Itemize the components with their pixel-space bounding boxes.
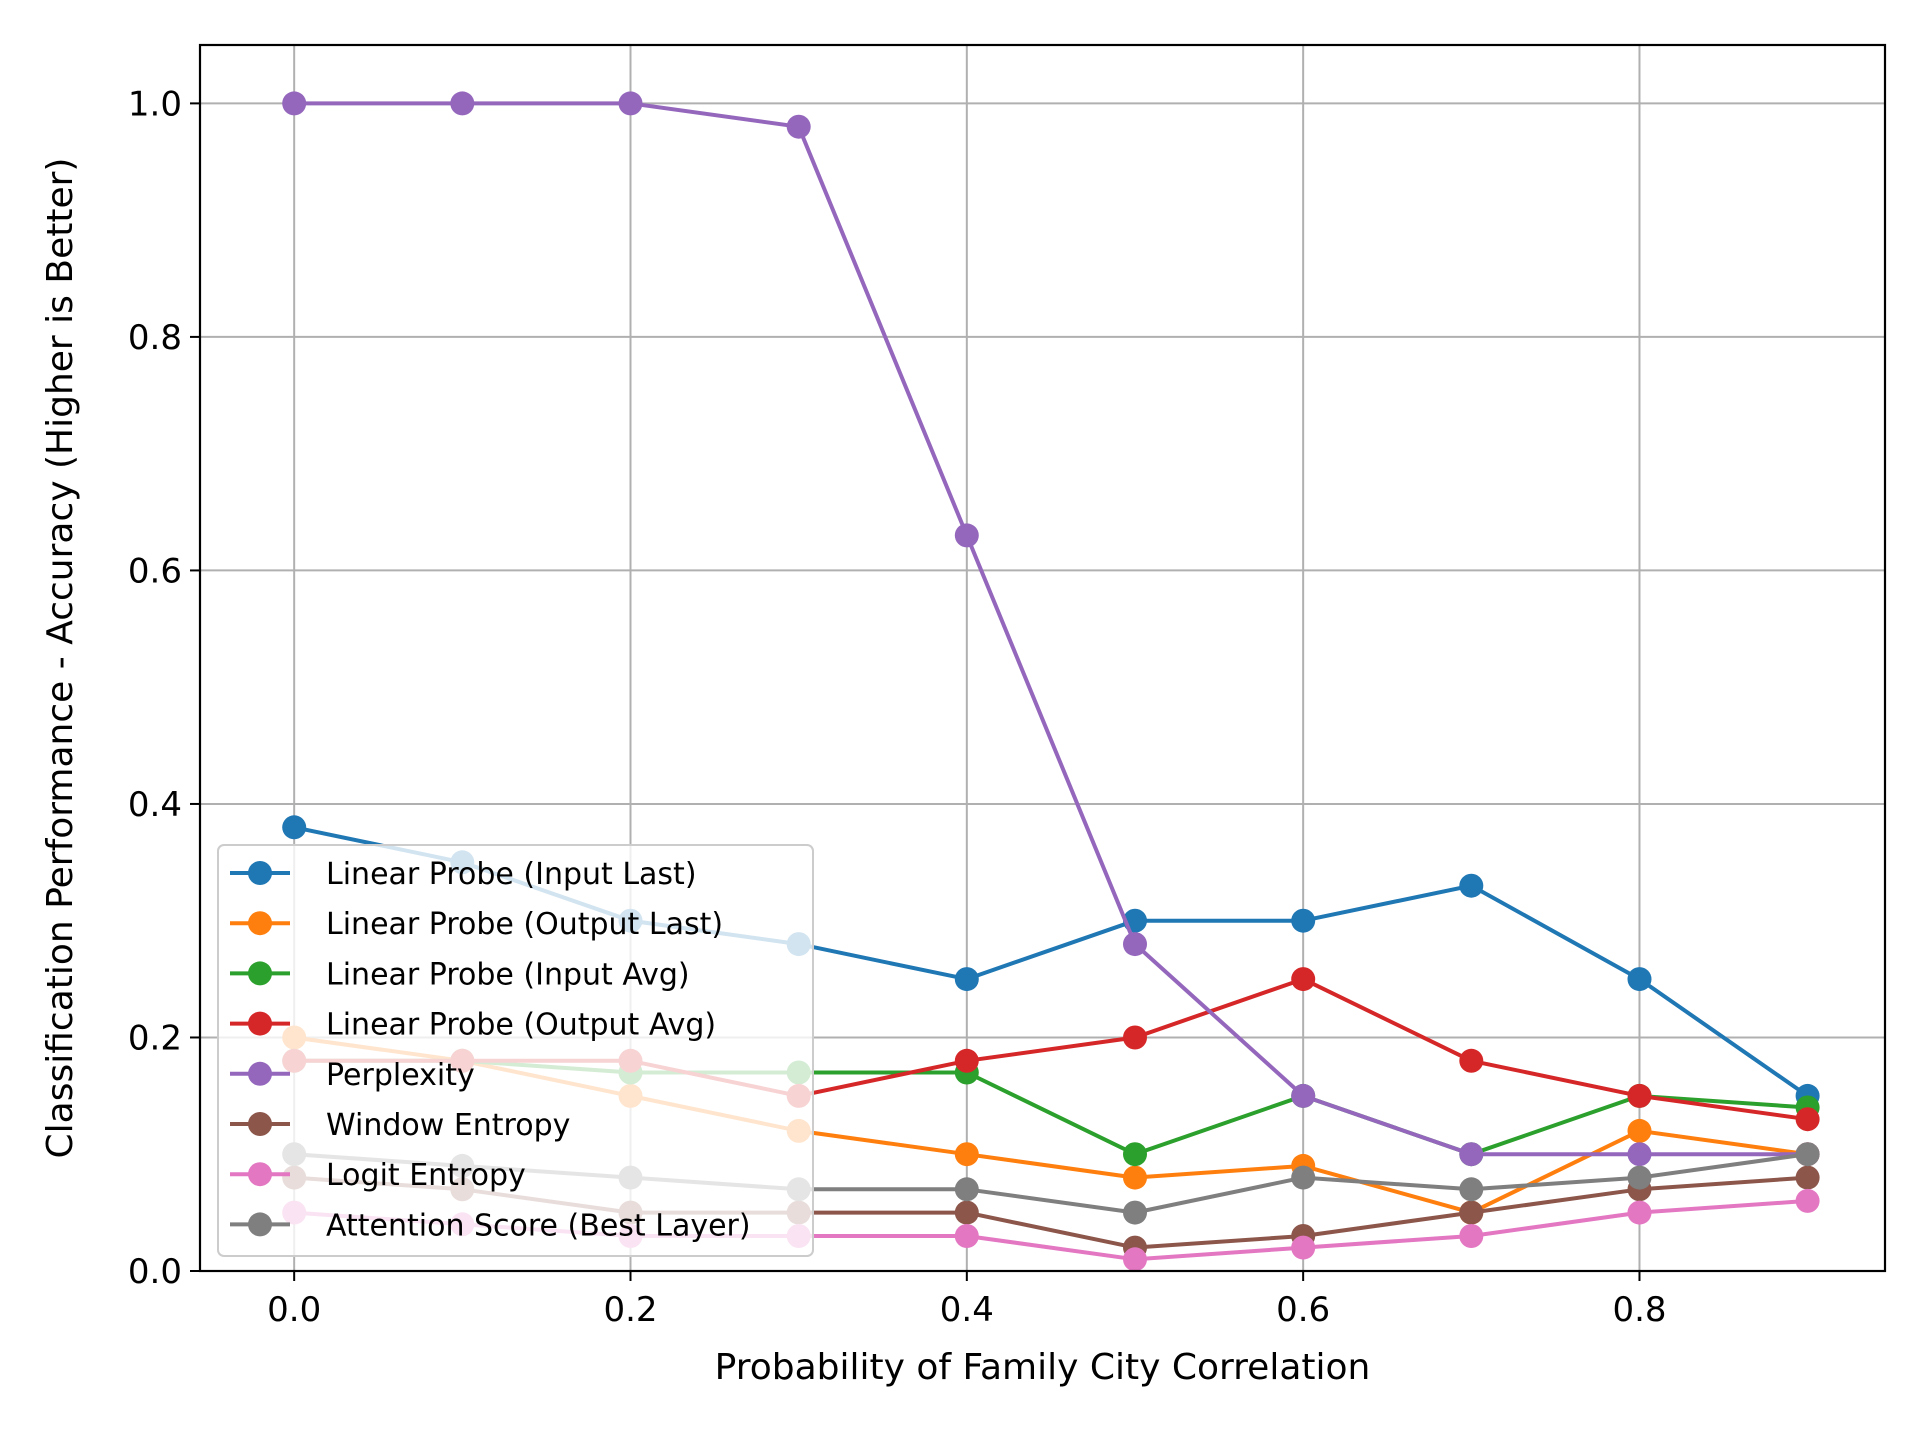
data-point (954, 1177, 979, 1202)
legend-label: Attention Score (Best Layer) (326, 1208, 751, 1243)
x-tick-label: 0.6 (1276, 1290, 1330, 1330)
legend-item: Linear Probe (Input Last) (230, 857, 697, 892)
data-point (282, 815, 307, 840)
legend-label: Perplexity (326, 1058, 475, 1093)
legend-item: Perplexity (230, 1058, 475, 1093)
data-point (1627, 1200, 1652, 1225)
data-point (1459, 1142, 1484, 1167)
legend-label: Linear Probe (Output Avg) (326, 1008, 716, 1043)
data-point (618, 91, 643, 116)
y-tick-label: 1.0 (128, 84, 182, 124)
legend-item: Attention Score (Best Layer) (230, 1208, 751, 1243)
legend-item: Linear Probe (Output Avg) (230, 1008, 716, 1043)
data-point (1627, 1083, 1652, 1108)
legend-label: Linear Probe (Input Avg) (326, 957, 690, 992)
data-point (1627, 1142, 1652, 1167)
legend: Linear Probe (Input Last) Linear Probe (O… (217, 844, 814, 1257)
y-tick-label: 0.2 (128, 1018, 182, 1058)
legend-swatch-marker (248, 1112, 272, 1136)
y-tick-label: 0.8 (128, 318, 182, 358)
data-point (1795, 1142, 1820, 1167)
data-point (1291, 1235, 1316, 1260)
plot-frame (198, 43, 1887, 1273)
legend-swatch-marker (248, 1212, 272, 1237)
data-point (1123, 1025, 1147, 1050)
y-axis-title: Classification Performance - Accuracy (H… (40, 158, 81, 1159)
y-tick-label: 0.0 (128, 1252, 182, 1292)
y-tick-label: 0.6 (128, 551, 182, 591)
data-point (954, 967, 979, 992)
legend-item: Window Entropy (230, 1108, 570, 1143)
data-point (1459, 873, 1484, 898)
data-point (1123, 932, 1147, 957)
data-point (1291, 967, 1316, 992)
data-point (1123, 1165, 1147, 1190)
legend-swatch-marker (248, 1162, 272, 1187)
data-point (282, 91, 307, 116)
data-point (1627, 1118, 1652, 1143)
data-point (1459, 1200, 1484, 1225)
legend-item: Linear Probe (Output Last) (230, 907, 723, 942)
data-point (1123, 1200, 1147, 1225)
data-point (1459, 1224, 1484, 1248)
data-point (450, 91, 475, 116)
legend-swatch-marker (248, 861, 272, 885)
data-point (954, 1142, 979, 1167)
data-point (954, 1048, 979, 1073)
data-point (1795, 1188, 1820, 1213)
axis-ticks: 0.0 0.2 0.4 0.6 0.8 0.0 0.2 0.4 0.6 0.8 1.0 (128, 84, 1667, 1330)
legend-swatch-marker (248, 1061, 272, 1086)
legend-label: Linear Probe (Input Last) (326, 857, 697, 892)
data-point (1459, 1048, 1484, 1073)
y-tick-label: 0.4 (128, 785, 182, 825)
data-point (954, 1200, 979, 1225)
legend-item: Linear Probe (Input Avg) (230, 957, 690, 992)
data-point (1627, 1165, 1652, 1190)
data-point (1795, 1107, 1820, 1132)
legend-swatch-marker (248, 961, 272, 986)
x-axis-title: Probability of Family City Correlation (715, 1347, 1371, 1388)
x-tick-label: 0.2 (603, 1290, 657, 1330)
data-point (1627, 967, 1652, 992)
x-tick-label: 0.0 (267, 1290, 321, 1330)
data-point (1123, 1247, 1147, 1272)
legend-label: Logit Entropy (326, 1158, 526, 1193)
legend-item: Logit Entropy (230, 1158, 526, 1193)
data-point (786, 114, 811, 139)
data-point (954, 523, 979, 548)
data-point (1123, 1142, 1147, 1167)
data-point (954, 1224, 979, 1248)
x-tick-label: 0.4 (940, 1290, 994, 1330)
series-line (294, 101, 1808, 1157)
series-5 (282, 91, 1820, 1167)
legend-swatch-marker (248, 1011, 272, 1036)
data-point (1459, 1177, 1484, 1202)
data-point (1795, 1165, 1820, 1190)
data-point (1291, 1083, 1316, 1108)
legend-label: Window Entropy (326, 1108, 570, 1143)
legend-swatch-marker (248, 911, 272, 936)
data-point (1291, 1165, 1316, 1190)
grid (200, 45, 1885, 1272)
legend-box (217, 844, 814, 1257)
data-point (1291, 908, 1316, 933)
x-tick-label: 0.8 (1612, 1290, 1666, 1330)
legend-label: Linear Probe (Output Last) (326, 907, 723, 942)
